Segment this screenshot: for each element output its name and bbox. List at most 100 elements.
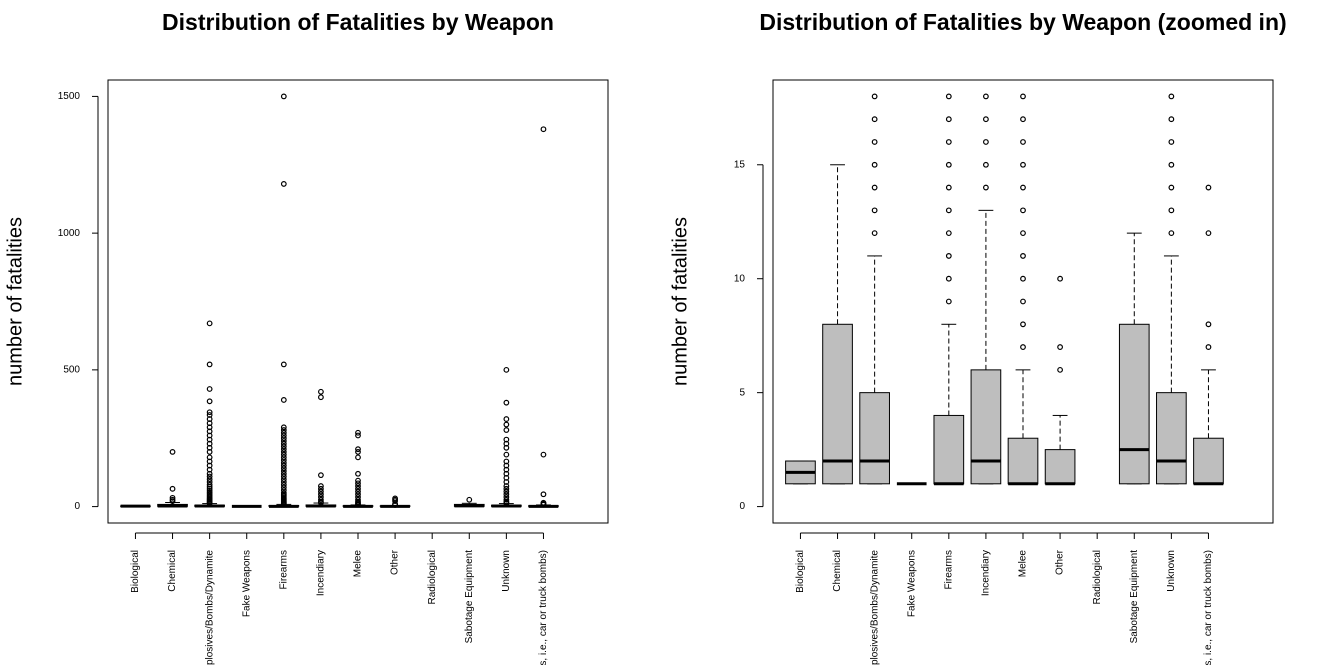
box (1007, 437, 1039, 485)
outlier (280, 451, 287, 458)
box (859, 392, 890, 485)
outlier (206, 386, 213, 392)
outlier (355, 454, 361, 461)
outlier (280, 457, 287, 464)
outlier (280, 438, 287, 444)
outlier (318, 494, 324, 500)
y-tick-label: 1000 (58, 228, 81, 239)
outlier (280, 473, 287, 480)
x-tick-label: Unknown (1166, 550, 1177, 592)
outlier (540, 126, 547, 133)
outlier (1020, 253, 1026, 259)
outlier (503, 491, 510, 498)
outlier (280, 93, 287, 100)
outlier (871, 207, 878, 214)
x-tick-label: Radiological (1092, 550, 1103, 604)
outlier (206, 476, 213, 483)
outlier (945, 116, 952, 123)
outlier (355, 480, 361, 487)
outlier (503, 366, 510, 373)
x-tick-label: Sabotage Equipment (1129, 550, 1140, 644)
y-tick-label: 0 (739, 501, 745, 512)
outlier (280, 435, 287, 442)
outlier (318, 491, 324, 498)
x-tick-label: Fake Weapons (906, 550, 917, 617)
outlier (466, 496, 473, 503)
x-tick-label: Firearms (278, 550, 289, 589)
outlier (280, 454, 287, 461)
outlier (355, 483, 361, 489)
outlier (280, 465, 287, 472)
outlier (1168, 139, 1175, 145)
outlier (355, 477, 361, 484)
outlier (318, 394, 324, 401)
outlier (280, 470, 287, 477)
outlier (1168, 230, 1175, 237)
outlier (1020, 344, 1026, 350)
chart-title: Distribution of Fatalities by Weapon (162, 9, 554, 35)
y-tick-label: 5 (739, 387, 745, 398)
outlier (318, 496, 324, 503)
y-axis-label: number of fatalities (4, 217, 26, 386)
outlier (280, 449, 287, 455)
outlier (871, 93, 878, 100)
outlier (1057, 344, 1063, 350)
outlier (280, 443, 287, 450)
y-tick-label: 15 (734, 159, 746, 170)
y-tick-label: 1500 (58, 91, 81, 102)
outlier (206, 454, 213, 461)
outlier (503, 494, 510, 500)
outlier (945, 207, 952, 214)
x-tick-label: Melee (353, 550, 364, 578)
outlier (355, 496, 361, 503)
outlier (318, 485, 324, 492)
box (1193, 437, 1224, 485)
box (970, 369, 1002, 485)
outlier (169, 449, 176, 455)
x-tick-label: Explosives/Bombs/Dynamite (204, 550, 215, 665)
box (822, 323, 853, 485)
outlier (983, 116, 989, 123)
outlier (871, 184, 878, 191)
outlier (355, 488, 361, 495)
outlier (503, 399, 510, 406)
outlier (392, 495, 398, 502)
outlier (945, 230, 952, 237)
x-tick-label: Chemical (832, 550, 843, 592)
y-tick-label: 0 (74, 501, 80, 512)
outlier (169, 496, 176, 503)
outlier (871, 116, 878, 123)
outlier (280, 487, 287, 494)
outlier (206, 412, 213, 418)
outlier (318, 488, 324, 495)
outlier (206, 481, 213, 488)
outlier (1168, 116, 1175, 123)
outlier (983, 184, 989, 191)
outlier (871, 230, 878, 237)
chart-title: Distribution of Fatalities by Weapon (zo… (759, 9, 1286, 35)
outlier (871, 139, 878, 145)
outlier (206, 473, 213, 480)
x-tick-label: Biological (795, 550, 806, 593)
outlier (355, 494, 361, 500)
outlier (280, 468, 287, 474)
outlier (1057, 275, 1063, 282)
outlier (206, 409, 213, 416)
x-tick-label: Explosives/Bombs/Dynamite (869, 550, 880, 665)
outlier (1168, 207, 1175, 214)
outlier (503, 485, 510, 492)
outlier (280, 446, 287, 453)
x-tick-label: Radiological (427, 550, 438, 604)
outlier (355, 429, 361, 436)
outlier (945, 253, 952, 259)
outlier (206, 398, 213, 405)
outlier (1020, 230, 1026, 237)
outlier (1020, 207, 1026, 214)
outlier (1020, 116, 1026, 123)
x-tick-label: Vehicle (not to include vehicle-borne ex… (1203, 550, 1214, 665)
outlier (169, 494, 176, 501)
outlier (206, 361, 213, 368)
outlier (355, 432, 361, 439)
y-axis-label: number of fatalities (669, 217, 691, 386)
